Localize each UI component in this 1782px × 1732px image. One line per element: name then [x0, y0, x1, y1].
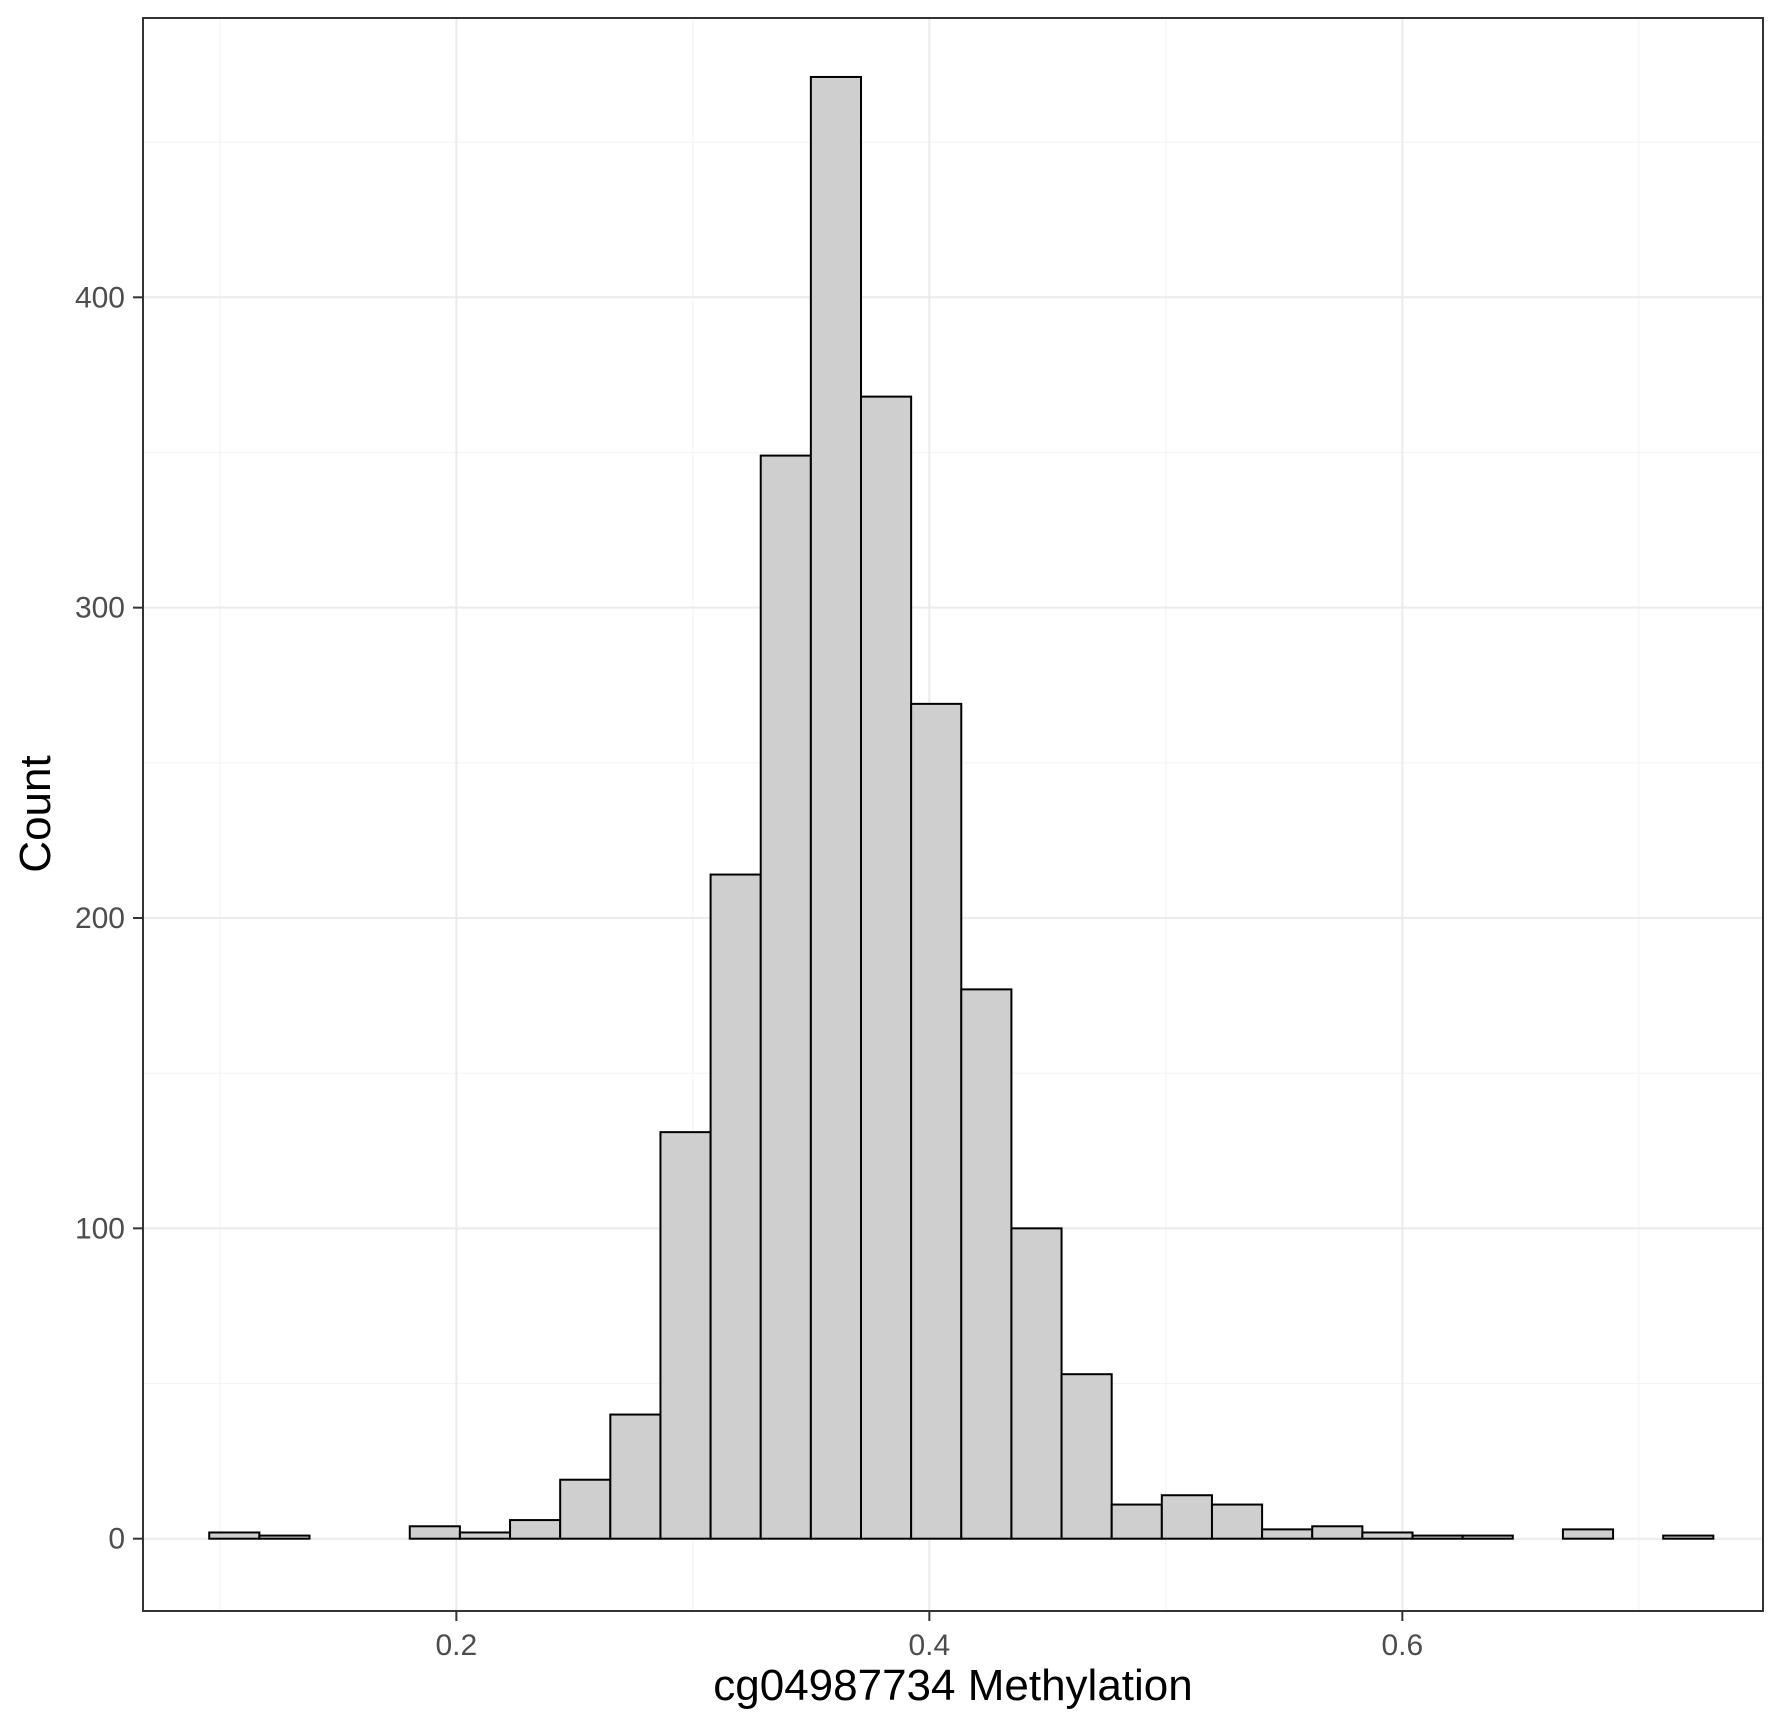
y-tick-label-0: 0 — [108, 1523, 125, 1556]
histogram-bar-19 — [1160, 1494, 1213, 1540]
histogram-bar-0 — [208, 1531, 261, 1540]
histogram-bar-6 — [509, 1519, 562, 1540]
histogram-bar-22 — [1311, 1525, 1364, 1540]
histogram-bar-15 — [960, 988, 1013, 1540]
histogram-bar-18 — [1110, 1503, 1163, 1540]
histogram-bar-13 — [860, 395, 913, 1540]
x-tick-label-1: 0.4 — [908, 1629, 950, 1662]
histogram-bar-27 — [1561, 1528, 1615, 1540]
histogram-bar-23 — [1361, 1531, 1414, 1540]
histogram-bar-29 — [1662, 1534, 1715, 1540]
y-tick-label-4: 400 — [75, 281, 125, 314]
histogram-bar-17 — [1060, 1373, 1113, 1540]
histogram-bar-10 — [709, 873, 762, 1540]
histogram-bar-5 — [458, 1531, 512, 1540]
histogram-bar-14 — [910, 702, 963, 1540]
y-axis-ticks: 0 100 200 300 400 — [75, 281, 143, 1556]
histogram-bar-8 — [609, 1413, 662, 1540]
histogram-bar-9 — [659, 1131, 712, 1540]
histogram-bar-4 — [408, 1525, 461, 1540]
histogram-bar-7 — [559, 1478, 612, 1540]
histogram-bar-11 — [759, 454, 812, 1540]
histogram-bar-20 — [1210, 1503, 1264, 1540]
x-tick-label-2: 0.6 — [1381, 1629, 1423, 1662]
histogram-bar-21 — [1261, 1528, 1314, 1540]
y-tick-label-1: 100 — [75, 1212, 125, 1245]
x-axis-ticks: 0.2 0.4 0.6 — [435, 1611, 1423, 1662]
histogram-bar-25 — [1461, 1534, 1514, 1540]
histogram-bar-24 — [1411, 1534, 1464, 1540]
histogram-bar-1 — [258, 1534, 311, 1540]
y-tick-label-2: 200 — [75, 902, 125, 935]
histogram-bar-12 — [809, 75, 863, 1540]
x-tick-label-0: 0.2 — [435, 1629, 477, 1662]
x-axis-title: cg04987734 Methylation — [713, 1661, 1192, 1710]
panel-border — [142, 17, 1764, 1612]
y-tick-label-3: 300 — [75, 592, 125, 625]
histogram-bars — [208, 75, 1715, 1540]
histogram-bar-16 — [1010, 1227, 1063, 1540]
y-axis-title: Count — [11, 755, 60, 872]
